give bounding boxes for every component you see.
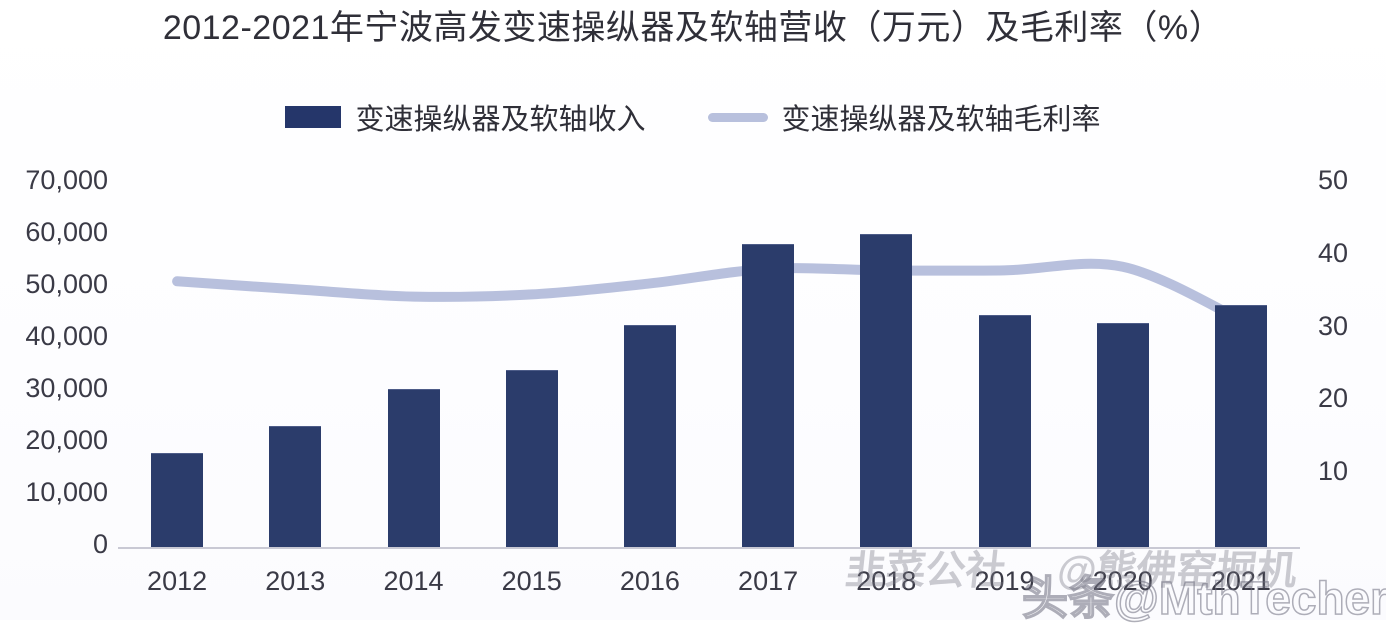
- legend-bar-swatch-icon: [285, 106, 342, 128]
- x-axis-tick-2014: 2014: [383, 566, 444, 596]
- bar-2017[interactable]: [742, 243, 795, 547]
- bar-2020[interactable]: [1096, 323, 1149, 547]
- x-axis-tick-2015: 2015: [501, 566, 562, 596]
- x-axis-tick-2013: 2013: [265, 566, 326, 596]
- bar-2018[interactable]: [860, 233, 913, 547]
- bar-2021[interactable]: [1214, 304, 1267, 547]
- y-axis-left-tick: 70,000: [25, 165, 108, 195]
- x-axis-tick-2019: 2019: [974, 566, 1035, 596]
- x-axis-tick-2020: 2020: [1092, 566, 1153, 596]
- x-axis-tick-2017: 2017: [738, 566, 799, 596]
- y-axis-left-tick: 40,000: [25, 321, 108, 351]
- x-axis-tick-2012: 2012: [147, 566, 208, 596]
- gross-margin-line-path: [172, 258, 1246, 325]
- y-axis-left-tick: 50,000: [25, 269, 108, 299]
- legend-line-swatch-icon: [707, 112, 768, 122]
- y-axis-left-tick: 10,000: [25, 477, 108, 507]
- bar-2014[interactable]: [387, 388, 440, 547]
- x-axis-baseline: [118, 547, 1300, 549]
- y-axis-left-tick: 60,000: [25, 217, 108, 247]
- y-axis-left-tick: 20,000: [25, 425, 108, 455]
- legend-label-revenue: 变速操纵器及软轴收入: [355, 104, 646, 136]
- y-axis-left-tick: 30,000: [25, 373, 108, 403]
- y-axis-right-tick: 30: [1318, 310, 1349, 341]
- x-axis-tick-2016: 2016: [619, 566, 680, 596]
- y-axis-right-tick: 40: [1318, 237, 1349, 268]
- y-axis-left-tick: 0: [92, 529, 108, 559]
- chart-legend: 变速操纵器及软轴收入 变速操纵器及软轴毛利率: [0, 96, 1386, 138]
- bar-2013[interactable]: [269, 426, 322, 547]
- legend-item-gross-margin[interactable]: 变速操纵器及软轴毛利率: [707, 96, 1101, 138]
- legend-label-gross-margin: 变速操纵器及软轴毛利率: [781, 104, 1101, 136]
- y-axis-right-tick: 20: [1318, 383, 1349, 414]
- y-axis-right-tick: 50: [1318, 165, 1349, 195]
- bar-2015[interactable]: [505, 370, 558, 547]
- x-axis-tick-2021: 2021: [1210, 566, 1271, 596]
- bar-2019[interactable]: [978, 315, 1031, 547]
- y-axis-right-tick: 10: [1318, 456, 1349, 487]
- bar-2012[interactable]: [151, 453, 204, 547]
- x-axis-tick-2018: 2018: [856, 566, 917, 596]
- page-title: 2012-2021年宁波高发变速操纵器及软轴营收（万元）及毛利率（%）: [162, 9, 1224, 47]
- bar-2016[interactable]: [623, 324, 676, 547]
- legend-item-revenue[interactable]: 变速操纵器及软轴收入: [285, 96, 646, 138]
